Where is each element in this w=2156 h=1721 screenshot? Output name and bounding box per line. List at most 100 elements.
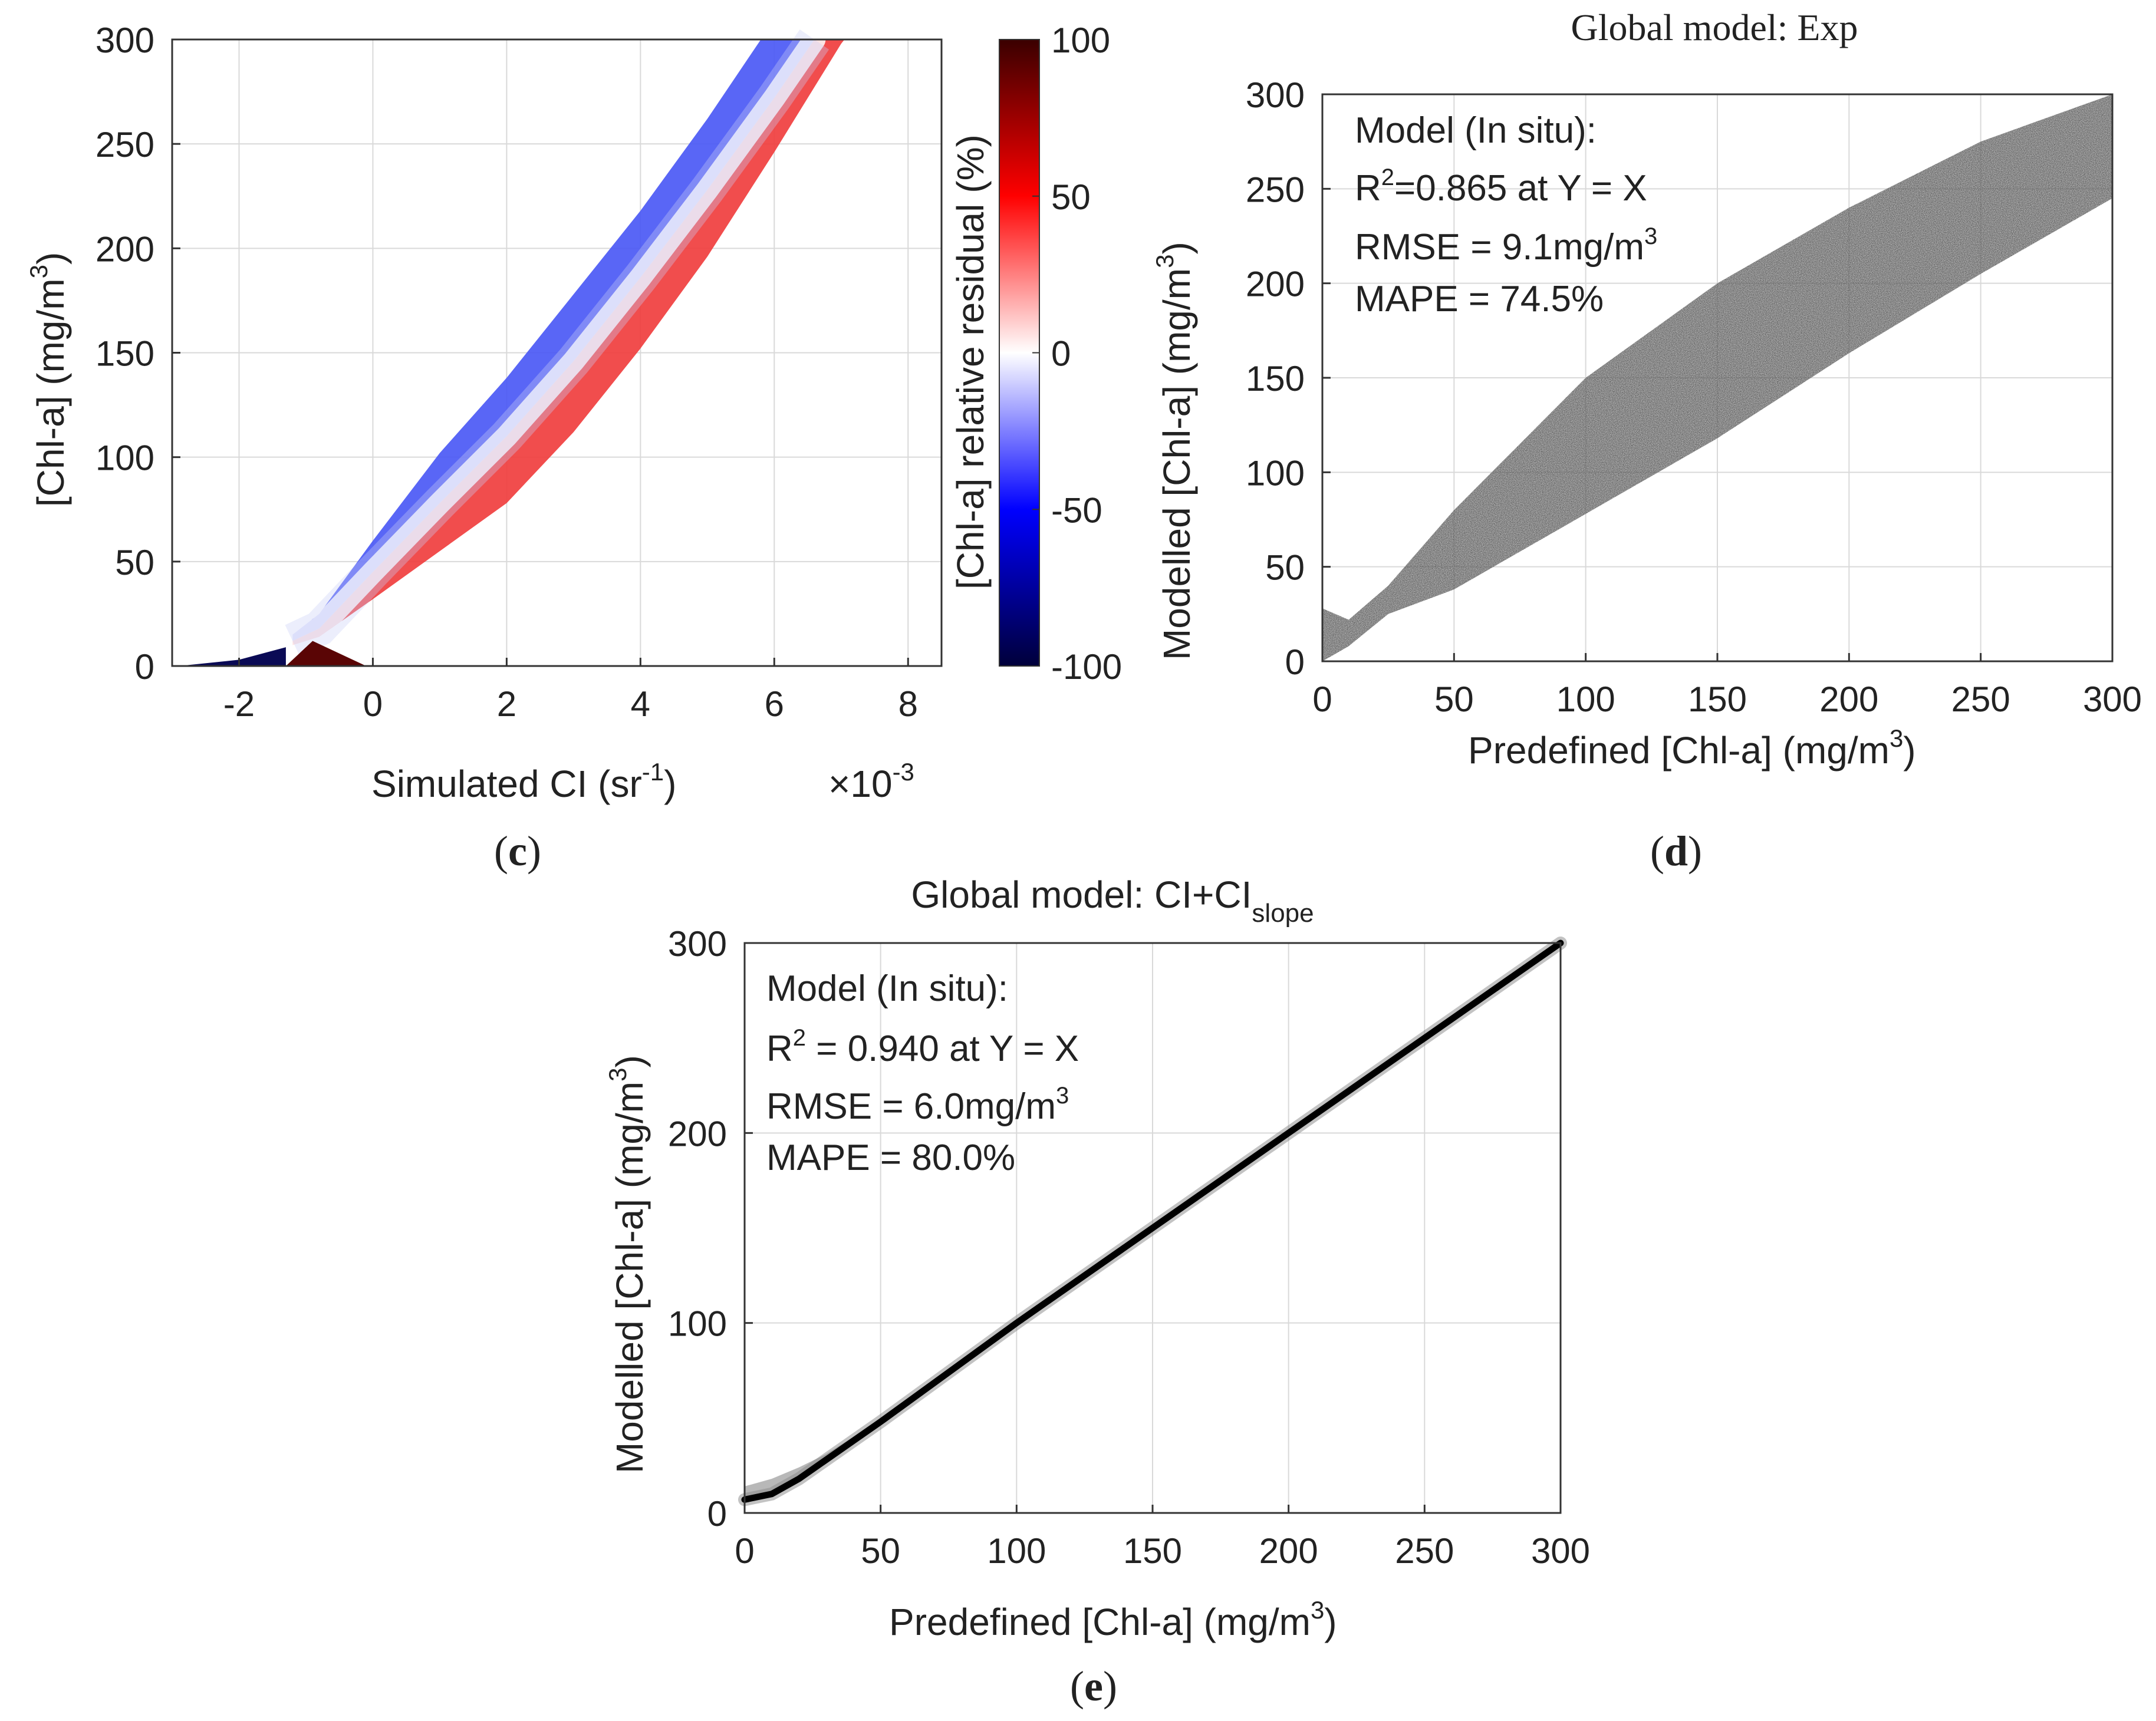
- d-y-tick-label: 0: [1285, 642, 1305, 682]
- c-x-tick-label: 4: [631, 684, 650, 724]
- panel-e-ylabel-close: ): [608, 1055, 651, 1067]
- panel-c-colorbar-label: [Chl-a] relative residual (%): [949, 134, 992, 589]
- panel-d-annotations: Model (In situ): R2=0.865 at Y = X RMSE …: [1355, 110, 1657, 319]
- panel-d-ylabel-close: ): [1156, 242, 1198, 254]
- d-y-tick-label: 100: [1246, 453, 1305, 493]
- panel-e-annot-model: Model (In situ):: [766, 968, 1008, 1009]
- d-y-tick-label: 50: [1265, 548, 1305, 588]
- c-y-tick-label: 50: [115, 543, 154, 582]
- panel-c-multiplier-base: ×10: [828, 763, 893, 805]
- panel-c-caption-letter: c: [508, 827, 527, 875]
- e-x-tick-label: 200: [1259, 1531, 1318, 1571]
- e-x-tick-label: 300: [1531, 1531, 1590, 1571]
- panel-e-rmse-text: RMSE = 6.0mg/m: [766, 1086, 1056, 1127]
- panel-e-scatter-line: [741, 939, 1564, 1503]
- e-y-tick-label: 300: [668, 924, 727, 964]
- d-y-tick-label: 250: [1246, 170, 1305, 209]
- panel-d-y-ticks: 0 50 100 150 200 250 300: [1246, 75, 1331, 682]
- d-y-tick-label: 300: [1246, 75, 1305, 115]
- panel-d-ylabel-sup: 3: [1151, 255, 1179, 268]
- panel-c-ylabel-close: ): [29, 252, 72, 265]
- panel-c-chart: -2 0 2 4 6 8 0 50 100 150 200 250 300 Simulated CI …: [25, 21, 1122, 875]
- panel-e-chart: Global model: CI+CIslope 0 50 100 150 200 250…: [604, 873, 1590, 1710]
- panel-c-caption: (c): [494, 827, 541, 875]
- panel-e-low-scatter: [745, 1437, 854, 1500]
- panel-e-xlabel-sup: 3: [1311, 1596, 1324, 1624]
- panel-c-colorbar-tick-label: 0: [1051, 334, 1071, 374]
- c-x-tick-label: 2: [497, 684, 516, 724]
- panel-c-colorbar-tick-label: -50: [1051, 490, 1102, 530]
- panel-d-annot-mape: MAPE = 74.5%: [1355, 279, 1604, 319]
- panel-c-ylabel-text: [Chl-a] (mg/m: [29, 278, 72, 507]
- d-x-tick-label: 200: [1819, 680, 1878, 719]
- panel-c-y-axis-label: [Chl-a] (mg/m3): [25, 252, 72, 507]
- c-x-tick-label: 0: [363, 684, 383, 724]
- panel-d-x-ticks: 0 50 100 150 200 250 300: [1312, 653, 2142, 719]
- panel-d-annot-r2: R2=0.865 at Y = X: [1355, 164, 1647, 209]
- panel-d-caption-letter: d: [1664, 827, 1688, 875]
- panel-c-y-ticks: 0 50 100 150 200 250 300: [96, 21, 180, 687]
- panel-e-x-ticks: 0 50 100 150 200 250 300: [735, 1505, 1590, 1571]
- panel-c-band-light-zone: [285, 29, 830, 657]
- panel-d-xlabel-text: Predefined [Chl-a] (mg/m: [1468, 729, 1890, 772]
- panel-c-low-tail-negative: [179, 647, 286, 666]
- panel-c-colorbar-tick-label: -100: [1051, 647, 1122, 687]
- panel-e-title-main: Global model: CI+CI: [911, 873, 1252, 916]
- panel-e-title-sub: slope: [1252, 899, 1314, 928]
- panel-e-xlabel-text: Predefined [Chl-a] (mg/m: [889, 1601, 1311, 1643]
- panel-c-xlabel-sup: -1: [642, 758, 664, 786]
- c-y-tick-label: 100: [96, 439, 154, 478]
- panel-d-ylabel-text: Modelled [Chl-a] (mg/m: [1156, 268, 1198, 660]
- c-y-tick-label: 0: [135, 647, 154, 687]
- c-x-tick-label: -2: [223, 684, 255, 724]
- c-y-tick-label: 150: [96, 334, 154, 374]
- e-x-tick-label: 250: [1395, 1531, 1454, 1571]
- panel-c-xlabel-text: Simulated CI (sr: [371, 763, 642, 805]
- panel-e-title: Global model: CI+CIslope: [911, 873, 1314, 928]
- e-y-tick-label: 100: [668, 1304, 727, 1344]
- panel-c-x-multiplier: ×10-3: [828, 758, 914, 805]
- c-x-tick-label: 8: [898, 684, 918, 724]
- panel-d-x-axis-label: Predefined [Chl-a] (mg/m3): [1468, 724, 1916, 772]
- panel-d-r2-prefix: R: [1355, 168, 1381, 209]
- c-y-tick-label: 200: [96, 229, 154, 269]
- panel-d-data: [1322, 94, 2112, 661]
- panel-e-data: [738, 937, 1567, 1506]
- panel-c-x-ticks: -2 0 2 4 6 8: [223, 658, 918, 724]
- e-y-tick-label: 200: [668, 1114, 727, 1153]
- d-x-tick-label: 100: [1556, 680, 1615, 719]
- panel-d-scatter-points: [1322, 94, 2112, 661]
- panel-c-band-negative-residual: [292, 39, 815, 641]
- panel-c-data: [179, 28, 845, 666]
- panel-d-chart: Global model: Exp 0 50 100 150 200 250 300 0 50…: [1151, 6, 2142, 875]
- d-x-tick-label: 0: [1312, 680, 1332, 719]
- d-x-tick-label: 300: [2083, 680, 2142, 719]
- panel-e-annot-rmse: RMSE = 6.0mg/m3: [766, 1083, 1069, 1127]
- panel-e-y-axis-label: Modelled [Chl-a] (mg/m3): [604, 1055, 651, 1473]
- panel-c-multiplier-exp: -3: [893, 758, 914, 786]
- panel-e-xlabel-close: ): [1324, 1601, 1337, 1643]
- c-x-tick-label: 6: [765, 684, 784, 724]
- d-x-tick-label: 50: [1434, 680, 1474, 719]
- panel-c-colorbar-tick-label: 100: [1051, 21, 1110, 60]
- panel-c-xlabel-close: ): [664, 763, 676, 805]
- panel-e-caption: (e): [1070, 1663, 1117, 1710]
- panel-d-r2-rest: =0.865 at Y = X: [1394, 168, 1647, 209]
- panel-e-y-ticks: 0 100 200 300: [668, 924, 753, 1534]
- panel-d-rmse-text: RMSE = 9.1mg/m: [1355, 227, 1644, 268]
- panel-d-y-axis-label: Modelled [Chl-a] (mg/m3): [1151, 242, 1198, 660]
- panel-d-annot-model: Model (In situ):: [1355, 110, 1597, 151]
- panel-e-r2-rest: = 0.940 at Y = X: [806, 1028, 1079, 1069]
- panel-c-ylabel-sup: 3: [25, 265, 52, 278]
- c-y-tick-label: 300: [96, 21, 154, 60]
- panel-e-annotations: Model (In situ): R2 = 0.940 at Y = X RMS…: [766, 968, 1079, 1178]
- panel-c-colorbar-tick-label: 50: [1051, 177, 1091, 217]
- panel-e-annot-r2: R2 = 0.940 at Y = X: [766, 1025, 1079, 1069]
- panel-e-r2-prefix: R: [766, 1028, 793, 1069]
- panel-d-annot-rmse: RMSE = 9.1mg/m3: [1355, 223, 1657, 268]
- panel-e-annot-mape: MAPE = 80.0%: [766, 1138, 1015, 1178]
- panel-e-ylabel-sup: 3: [604, 1068, 631, 1082]
- panel-e-r2-sup: 2: [793, 1025, 806, 1051]
- panel-d-caption: (d): [1650, 827, 1702, 875]
